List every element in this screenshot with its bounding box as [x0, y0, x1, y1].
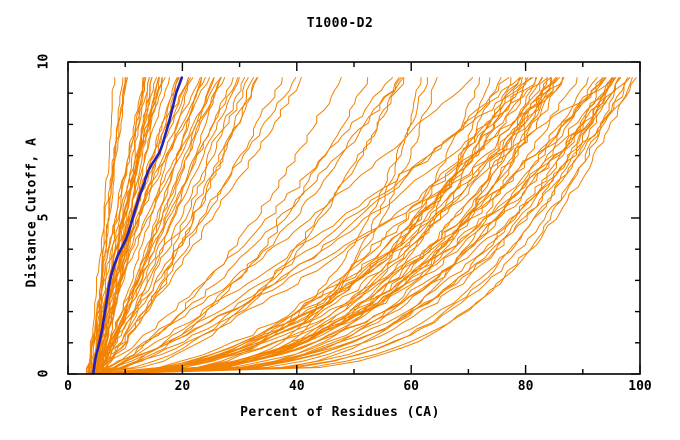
- model-curve: [102, 77, 512, 374]
- model-curve: [90, 77, 532, 374]
- x-tick-label: 100: [628, 379, 652, 394]
- model-curve: [92, 77, 613, 374]
- model-curve: [96, 77, 521, 374]
- model-curve: [89, 77, 529, 374]
- model-curve: [95, 77, 527, 374]
- x-tick-label: 20: [174, 379, 191, 394]
- model-curve: [90, 77, 552, 374]
- model-curve: [89, 77, 613, 374]
- model-curve: [99, 77, 203, 374]
- model-curve: [102, 77, 548, 374]
- model-curve: [102, 77, 613, 374]
- model-curve: [103, 77, 615, 374]
- highlighted-model-curve: [91, 76, 184, 374]
- model-curve: [106, 77, 491, 374]
- x-tick-label: 40: [288, 379, 305, 394]
- model-curve: [95, 77, 404, 374]
- model-curves-group: [85, 76, 637, 374]
- model-curve: [93, 77, 163, 374]
- model-curve: [98, 77, 598, 374]
- plot-frame: [67, 61, 641, 375]
- model-curve: [94, 77, 234, 374]
- y-tick-label: 0: [36, 369, 52, 378]
- model-curve: [94, 77, 222, 374]
- axis-frame-group: [67, 61, 641, 375]
- model-curve: [85, 77, 405, 374]
- model-curve: [87, 77, 158, 374]
- model-curve: [96, 77, 558, 374]
- model-curve: [101, 77, 621, 374]
- model-curve: [90, 77, 428, 374]
- model-curve: [98, 77, 222, 374]
- model-curve: [89, 77, 578, 374]
- model-curve: [100, 77, 563, 374]
- model-curve: [100, 77, 537, 374]
- model-curve: [91, 77, 474, 374]
- y-tick-label: 5: [36, 213, 52, 222]
- model-curve: [87, 77, 342, 374]
- model-curve: [90, 77, 510, 374]
- x-tick-label: 0: [64, 379, 72, 394]
- model-curve: [86, 77, 254, 374]
- model-curve: [103, 77, 589, 374]
- x-tick-label: 80: [517, 379, 534, 394]
- page-title: T1000-D2: [306, 16, 374, 31]
- model-curve: [104, 77, 522, 374]
- model-curve: [104, 77, 438, 374]
- model-curve: [95, 77, 617, 374]
- model-curve: [95, 77, 538, 374]
- model-curve: [90, 77, 544, 374]
- model-curve: [97, 77, 179, 374]
- model-curve: [97, 77, 613, 374]
- model-curve: [95, 77, 240, 374]
- model-curve: [92, 77, 480, 374]
- model-curve: [91, 77, 147, 374]
- model-curve: [88, 77, 145, 374]
- model-curve: [90, 77, 160, 374]
- model-curve: [94, 77, 534, 374]
- model-curve: [94, 77, 502, 374]
- model-curve: [87, 77, 394, 374]
- model-curve: [86, 77, 249, 374]
- model-curve: [89, 77, 258, 374]
- model-curve: [92, 77, 369, 374]
- model-curve: [95, 77, 283, 374]
- x-axis-label: Percent of Residues (CA): [240, 405, 440, 420]
- model-curve: [93, 77, 628, 374]
- model-curve: [98, 77, 191, 374]
- model-curve: [88, 77, 150, 374]
- x-tick-label: 60: [403, 379, 420, 394]
- y-tick-label: 10: [36, 53, 52, 70]
- model-curve: [94, 77, 215, 374]
